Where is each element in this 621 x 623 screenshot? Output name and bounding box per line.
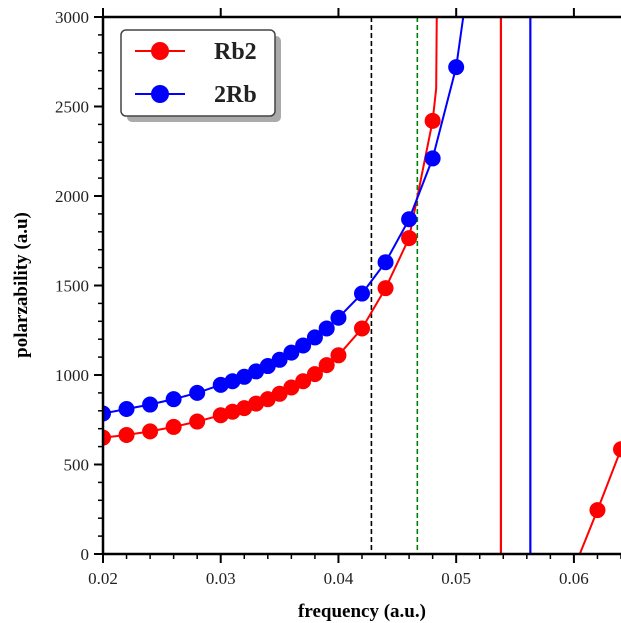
data-point-0-10 [271,385,288,402]
data-point-1-14 [318,320,335,337]
y-tick-label-1: 500 [64,456,90,475]
data-point-0-4 [189,413,206,430]
data-point-1-17 [377,254,394,271]
data-point-0-14 [318,357,335,374]
y-tick-label-2: 1000 [55,366,89,385]
legend: Rb2 2Rb [120,29,281,122]
data-point-1-15 [330,309,347,326]
data-point-0-11 [283,379,300,396]
data-point-0-1 [118,426,135,443]
x-tick-label-4: 0.06 [559,569,589,588]
data-point-0-18 [401,230,418,247]
data-point-1-9 [259,358,276,375]
data-point-1-10 [271,351,288,368]
data-point-1-13 [306,329,323,346]
y-tick-label-6: 3000 [55,8,89,27]
data-point-1-19 [424,150,441,167]
legend-label-1: 2Rb [214,82,257,108]
data-point-0-12 [295,373,312,390]
series-layer [103,17,621,554]
data-point-1-2 [142,396,159,413]
data-point-1-4 [189,384,206,401]
legend-label-0: Rb2 [214,39,257,65]
data-point-1-0 [103,405,111,422]
data-point-1-11 [283,344,300,361]
data-point-0-0 [103,429,111,446]
y-tick-label-5: 2500 [55,98,89,117]
x-tick-label-1: 0.03 [206,569,236,588]
y-tick-label-0: 0 [81,545,90,564]
data-point-0-3 [165,418,182,435]
data-point-0-19 [424,112,441,129]
x-axis-title: frequency (a.u.) [298,601,426,622]
y-tick-label-4: 2000 [55,187,89,206]
data-point-0-2 [142,423,159,440]
data-point-1-12 [295,337,312,354]
ticks: 0.02 0.03 0.04 0.05 0.06 0 500 1000 1500 2000 2500… [55,8,621,588]
data-point-2-1 [613,441,621,458]
data-point-1-1 [118,401,135,418]
series-line-2 [578,448,621,554]
data-point-0-17 [377,280,394,297]
y-axis-title: polarzability (a.u) [11,212,32,358]
y-tick-label-3: 1500 [55,277,89,296]
data-point-1-20 [448,59,465,76]
data-point-0-15 [330,347,347,364]
data-point-1-18 [401,211,418,228]
data-point-2-0 [589,502,606,519]
data-point-0-13 [306,366,323,383]
x-tick-label-2: 0.04 [324,569,354,588]
x-tick-label-0: 0.02 [88,569,118,588]
legend-marker-1 [151,85,169,103]
vertical-reference-lines [370,17,532,554]
data-point-0-16 [354,320,370,337]
x-tick-label-3: 0.05 [441,569,471,588]
data-point-1-16 [354,285,370,302]
data-point-1-3 [165,391,182,408]
legend-marker-0 [151,42,169,60]
